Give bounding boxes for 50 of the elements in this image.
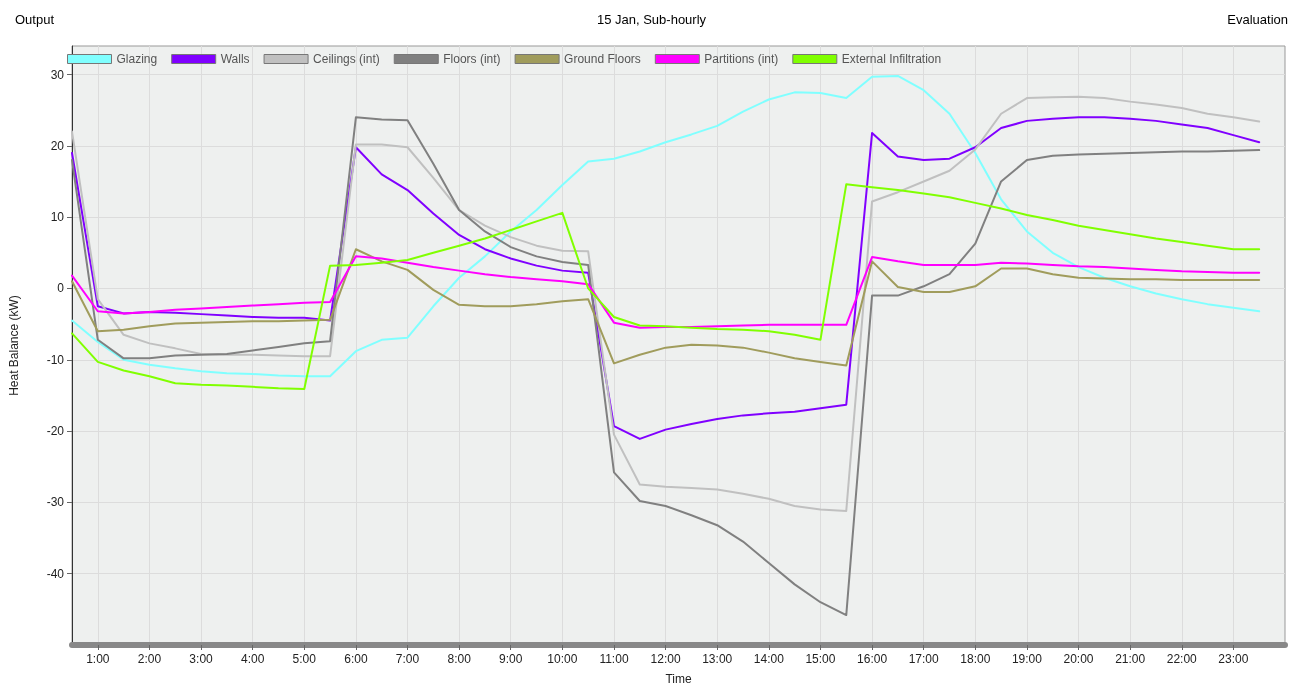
x-tick-label: 18:00 — [960, 652, 991, 666]
y-tick-label: 20 — [50, 138, 65, 153]
legend-label: Walls — [220, 52, 250, 66]
legend-label: Ground Floors — [564, 52, 641, 66]
x-tick-label: 17:00 — [908, 652, 940, 666]
x-tick-label: 5:00 — [292, 652, 317, 666]
x-tick-label: 6:00 — [344, 652, 368, 666]
y-tick-label: -20 — [46, 424, 65, 439]
chart-subtitle: 15 Jan, Sub-hourly — [596, 12, 707, 27]
x-tick-label: 11:00 — [599, 652, 629, 666]
x-tick-label: 14:00 — [753, 652, 785, 666]
x-tick-label: 22:00 — [1166, 652, 1198, 666]
line-series — [71, 116, 1261, 617]
x-tick-label: 16:00 — [857, 652, 888, 666]
x-axis-title: Time — [665, 672, 692, 686]
x-tick-label: 10:00 — [547, 652, 578, 666]
x-tick-label: 20:00 — [1063, 652, 1094, 666]
legend-label: Floors (int) — [443, 52, 501, 66]
x-tick-label: 4:00 — [240, 652, 265, 666]
x-tick-label: 7:00 — [395, 652, 420, 666]
legend-label: Glazing — [116, 52, 158, 66]
x-tick-label: 8:00 — [447, 652, 472, 666]
line-series — [71, 255, 1261, 329]
line-series — [71, 248, 1261, 367]
legend-label: Partitions (int) — [704, 52, 779, 66]
y-tick-label: -10 — [46, 352, 65, 367]
x-tick-label: 1:00 — [86, 652, 110, 666]
y-tick-label: -40 — [46, 566, 65, 581]
y-tick-label: 10 — [50, 210, 65, 225]
legend-label: Ceilings (int) — [313, 52, 380, 66]
x-tick-label: 12:00 — [650, 652, 681, 666]
line-series — [71, 116, 1261, 440]
y-tick-label: 0 — [57, 281, 65, 296]
x-tick-label: 15:00 — [805, 652, 836, 666]
chart-title: Output — [15, 12, 55, 27]
y-tick-label: -30 — [46, 495, 65, 510]
y-tick-label: 30 — [50, 67, 65, 82]
x-tick-label: 13:00 — [702, 652, 733, 666]
x-tick-label: 21:00 — [1115, 652, 1146, 666]
x-tick-label: 2:00 — [137, 652, 162, 666]
legend-label: External Infiltration — [841, 52, 942, 66]
text: Evaluation — [1227, 12, 1289, 27]
line-series — [71, 183, 1261, 390]
x-tick-label: 9:00 — [499, 652, 523, 666]
x-tick-label: 23:00 — [1218, 652, 1249, 666]
line-series — [71, 95, 1261, 512]
x-tick-label: 19:00 — [1011, 652, 1043, 666]
line-series — [71, 74, 1261, 378]
x-tick-label: 3:00 — [189, 652, 214, 666]
y-axis-title: Heat Balance (kW) — [7, 295, 21, 396]
